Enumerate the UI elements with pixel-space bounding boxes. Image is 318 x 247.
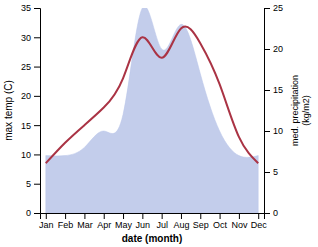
tick-mark: [264, 90, 270, 91]
tick-mark: [65, 213, 66, 219]
tick: Feb: [58, 213, 74, 230]
tick: 0: [26, 208, 40, 218]
tick-label: 15: [273, 85, 283, 95]
tick: 10: [264, 126, 283, 136]
tick-label: Feb: [58, 220, 74, 230]
tick: Mar: [77, 213, 93, 230]
axis-line: [265, 9, 271, 214]
tick-mark: [239, 213, 240, 219]
tick-label: Mar: [77, 220, 93, 230]
tick-mark: [34, 125, 40, 126]
tick: 20: [21, 91, 40, 101]
precipitation-area: [46, 8, 258, 213]
tick-label: Jul: [156, 220, 168, 230]
y2-axis-title-line: (kg/m2): [301, 95, 311, 126]
tick-mark: [200, 213, 201, 219]
tick: 15: [21, 121, 40, 131]
tick-mark: [34, 96, 40, 97]
tick-mark: [34, 8, 40, 9]
tick-label: 30: [21, 33, 31, 43]
tick: 30: [21, 33, 40, 43]
y-axis: 0 5 10 15 20 25 30 35: [21, 3, 41, 218]
tick: 25: [264, 3, 283, 13]
tick: 25: [21, 62, 40, 72]
tick-label: 15: [21, 121, 31, 131]
tick-mark: [264, 172, 270, 173]
x-axis: Jan FebMar Apr MayJun Jul Aug Sep OctNovDec: [39, 213, 267, 230]
tick: Aug: [173, 213, 189, 230]
tick-mark: [264, 213, 270, 214]
tick-mark: [34, 37, 40, 38]
tick: 35: [21, 3, 40, 13]
tick-label: 25: [21, 62, 31, 72]
tick-label: 25: [273, 3, 283, 13]
tick-label: Oct: [213, 220, 228, 230]
temperature-line: [46, 26, 258, 163]
tick: Apr: [97, 213, 111, 230]
axis-line: [34, 9, 41, 214]
tick-mark: [34, 154, 40, 155]
tick-label: Nov: [231, 220, 248, 230]
tick: Sep: [193, 213, 209, 230]
tick-label: Jan: [39, 220, 54, 230]
tick-mark: [84, 213, 85, 219]
x-axis-title: date (month): [122, 233, 183, 244]
tick-label: May: [115, 220, 133, 230]
tick-mark: [142, 213, 143, 219]
plot: Jan FebMar Apr MayJun Jul Aug Sep OctNovDec 0 5 10…: [21, 3, 283, 230]
tick-label: Aug: [173, 220, 189, 230]
marks: [46, 8, 258, 213]
y-axis-title: max temp (C): [3, 80, 14, 141]
tick: Oct: [213, 213, 228, 230]
tick-mark: [220, 213, 221, 219]
tick-label: 5: [26, 179, 31, 189]
tick-mark: [123, 213, 124, 219]
tick: Jan: [39, 213, 54, 230]
tick: Nov: [231, 213, 248, 230]
tick-mark: [34, 67, 40, 68]
tick-label: 5: [273, 167, 278, 177]
tick: 20: [264, 44, 283, 54]
tick: 5: [26, 179, 40, 189]
tick-mark: [181, 213, 182, 219]
tick-mark: [104, 213, 105, 219]
tick-label: 0: [26, 208, 31, 218]
axis-line: [41, 214, 265, 220]
tick: May: [115, 213, 133, 230]
y2-axis: 0 5 10 15 20 25: [264, 3, 283, 218]
tick: 15: [264, 85, 283, 95]
tick: Jul: [156, 213, 168, 230]
tick: 0: [264, 208, 278, 218]
tick-label: 10: [273, 126, 283, 136]
tick-label: 35: [21, 3, 31, 13]
y2-axis-title-line: med. precipitation: [290, 75, 300, 146]
tick-label: 20: [21, 91, 31, 101]
tick: Dec: [251, 213, 268, 230]
tick-mark: [264, 131, 270, 132]
tick-mark: [264, 8, 270, 9]
tick: 10: [21, 150, 40, 160]
tick-label: 20: [273, 44, 283, 54]
tick-label: Apr: [97, 220, 111, 230]
tick-label: Dec: [251, 220, 268, 230]
y2-axis-title: med. precipitation(kg/m2): [290, 75, 311, 146]
chart: Jan FebMar Apr MayJun Jul Aug Sep OctNovDec 0 5 10…: [0, 0, 318, 247]
tick-label: 10: [21, 150, 31, 160]
tick-label: 0: [273, 208, 278, 218]
tick-mark: [34, 184, 40, 185]
tick-mark: [46, 213, 47, 219]
tick-mark: [162, 213, 163, 219]
tick: 5: [264, 167, 278, 177]
tick-mark: [258, 213, 259, 219]
tick-mark: [264, 49, 270, 50]
tick: Jun: [136, 213, 151, 230]
tick-label: Sep: [193, 220, 209, 230]
tick-mark: [34, 213, 40, 214]
tick-label: Jun: [136, 220, 151, 230]
